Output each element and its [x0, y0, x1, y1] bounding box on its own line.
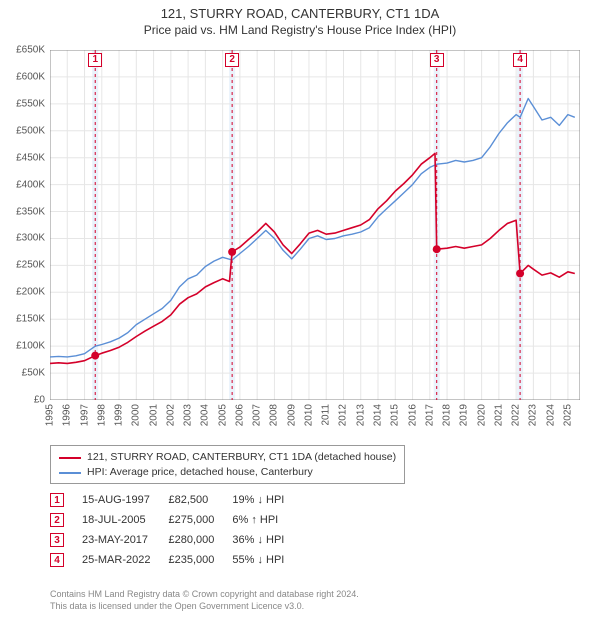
chart-subtitle: Price paid vs. HM Land Registry's House …	[0, 23, 600, 37]
event-index-box: 2	[50, 513, 64, 527]
y-tick-label: £350K	[0, 206, 45, 217]
x-tick-label: 2002	[165, 404, 176, 426]
y-tick-label: £200K	[0, 287, 45, 298]
y-tick-label: £600K	[0, 71, 45, 82]
event-date: 18-JUL-2005	[82, 510, 168, 530]
event-date: 25-MAR-2022	[82, 550, 168, 570]
legend-item: HPI: Average price, detached house, Cant…	[59, 465, 396, 480]
x-tick-label: 1999	[114, 404, 125, 426]
event-flag: 3	[430, 53, 444, 67]
x-tick-label: 2019	[459, 404, 470, 426]
chart-title: 121, STURRY ROAD, CANTERBURY, CT1 1DA	[0, 6, 600, 21]
x-tick-label: 2010	[303, 404, 314, 426]
x-tick-label: 2006	[234, 404, 245, 426]
x-tick-label: 1996	[62, 404, 73, 426]
legend-swatch	[59, 472, 81, 474]
x-tick-label: 2001	[148, 404, 159, 426]
x-tick-label: 1998	[96, 404, 107, 426]
x-tick-label: 2000	[131, 404, 142, 426]
event-row: 2 18-JUL-2005£275,0006% ↑ HPI	[50, 510, 302, 530]
x-tick-label: 2017	[424, 404, 435, 426]
legend-swatch	[59, 457, 81, 459]
event-delta: 6% ↑ HPI	[232, 510, 302, 530]
x-tick-label: 2004	[200, 404, 211, 426]
y-tick-label: £250K	[0, 260, 45, 271]
y-tick-label: £0	[0, 395, 45, 406]
legend-label: 121, STURRY ROAD, CANTERBURY, CT1 1DA (d…	[87, 450, 396, 465]
x-tick-label: 2016	[407, 404, 418, 426]
event-price: £235,000	[168, 550, 232, 570]
event-flag: 1	[88, 53, 102, 67]
x-tick-label: 2003	[183, 404, 194, 426]
event-delta: 36% ↓ HPI	[232, 530, 302, 550]
events-table: 1 15-AUG-1997£82,50019% ↓ HPI 2 18-JUL-2005…	[50, 490, 302, 570]
y-tick-label: £100K	[0, 341, 45, 352]
x-tick-label: 2015	[390, 404, 401, 426]
y-tick-label: £450K	[0, 152, 45, 163]
y-tick-label: £150K	[0, 314, 45, 325]
x-tick-label: 2025	[562, 404, 573, 426]
x-tick-label: 2014	[373, 404, 384, 426]
x-tick-label: 1997	[79, 404, 90, 426]
event-date: 23-MAY-2017	[82, 530, 168, 550]
event-delta: 19% ↓ HPI	[232, 490, 302, 510]
x-tick-label: 2008	[269, 404, 280, 426]
y-tick-label: £500K	[0, 125, 45, 136]
event-index-box: 1	[50, 493, 64, 507]
event-delta: 55% ↓ HPI	[232, 550, 302, 570]
event-flag: 2	[225, 53, 239, 67]
footer: Contains HM Land Registry data © Crown c…	[50, 588, 359, 612]
x-tick-label: 2011	[321, 404, 332, 426]
legend-label: HPI: Average price, detached house, Cant…	[87, 465, 313, 480]
x-tick-label: 2005	[217, 404, 228, 426]
x-tick-label: 2021	[493, 404, 504, 426]
x-tick-label: 2009	[286, 404, 297, 426]
legend: 121, STURRY ROAD, CANTERBURY, CT1 1DA (d…	[50, 445, 405, 484]
x-tick-label: 2012	[338, 404, 349, 426]
x-tick-label: 2007	[252, 404, 263, 426]
event-index-box: 4	[50, 553, 64, 567]
y-tick-label: £300K	[0, 233, 45, 244]
chart-titles: 121, STURRY ROAD, CANTERBURY, CT1 1DA Pr…	[0, 0, 600, 37]
legend-item: 121, STURRY ROAD, CANTERBURY, CT1 1DA (d…	[59, 450, 396, 465]
y-tick-label: £50K	[0, 368, 45, 379]
footer-line-2: This data is licensed under the Open Gov…	[50, 600, 359, 612]
x-tick-label: 2013	[355, 404, 366, 426]
event-row: 3 23-MAY-2017£280,00036% ↓ HPI	[50, 530, 302, 550]
event-flag: 4	[513, 53, 527, 67]
chart-svg	[50, 50, 580, 400]
event-price: £280,000	[168, 530, 232, 550]
y-tick-label: £400K	[0, 179, 45, 190]
event-price: £82,500	[168, 490, 232, 510]
event-row: 1 15-AUG-1997£82,50019% ↓ HPI	[50, 490, 302, 510]
footer-line-1: Contains HM Land Registry data © Crown c…	[50, 588, 359, 600]
event-date: 15-AUG-1997	[82, 490, 168, 510]
x-tick-label: 2018	[442, 404, 453, 426]
event-row: 4 25-MAR-2022£235,00055% ↓ HPI	[50, 550, 302, 570]
chart-area: 1234 £0£50K£100K£150K£200K£250K£300K£350…	[50, 50, 580, 400]
y-tick-label: £650K	[0, 45, 45, 56]
y-tick-label: £550K	[0, 98, 45, 109]
x-tick-label: 1995	[45, 404, 56, 426]
x-tick-label: 2022	[511, 404, 522, 426]
x-tick-label: 2020	[476, 404, 487, 426]
x-tick-label: 2024	[545, 404, 556, 426]
x-tick-label: 2023	[528, 404, 539, 426]
event-price: £275,000	[168, 510, 232, 530]
event-index-box: 3	[50, 533, 64, 547]
